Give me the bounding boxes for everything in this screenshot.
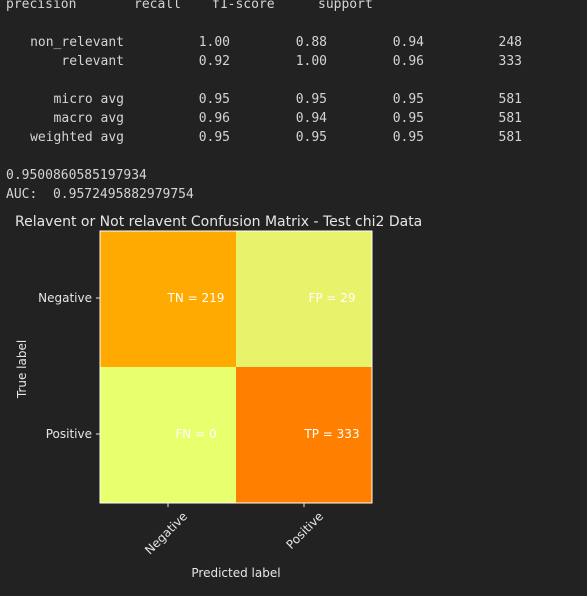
y-tick-label: Positive bbox=[46, 427, 92, 441]
row-support: 248 bbox=[498, 35, 522, 50]
avg-f1: 0.95 bbox=[392, 130, 424, 145]
matrix-cell bbox=[100, 231, 236, 367]
report-header-row: precision recall f1-score support bbox=[6, 0, 522, 14]
cell-value-label: TN = 219 bbox=[167, 291, 225, 305]
report-avg-row: weighted avg 0.95 0.95 0.95 581 bbox=[6, 128, 522, 147]
avg-recall: 0.95 bbox=[295, 92, 327, 107]
avg-support: 581 bbox=[498, 92, 522, 107]
classification-report: precision recall f1-score support non_relev… bbox=[6, 0, 522, 204]
x-tick-label: Negative bbox=[142, 509, 190, 557]
avg-support: 581 bbox=[498, 130, 522, 145]
row-recall: 0.88 bbox=[295, 35, 327, 50]
report-row: non_relevant 1.00 0.88 0.94 248 bbox=[6, 33, 522, 52]
matrix-cell bbox=[100, 367, 236, 503]
confusion-matrix-figure: Relavent or Not relavent Confusion Matri… bbox=[0, 207, 587, 591]
row-precision: 0.92 bbox=[198, 54, 230, 69]
avg-label: macro avg bbox=[53, 111, 124, 126]
confusion-matrix-chart: Relavent or Not relavent Confusion Matri… bbox=[15, 214, 422, 580]
avg-label: weighted avg bbox=[30, 130, 124, 145]
matrix-cells: TN = 219 FP = 29 FN = 0 TP = 333 bbox=[99, 230, 373, 504]
row-f1: 0.96 bbox=[392, 54, 424, 69]
header-support: support bbox=[318, 0, 373, 12]
row-label: non_relevant bbox=[30, 35, 124, 50]
header-f1-score: f1-score bbox=[212, 0, 275, 12]
avg-label: micro avg bbox=[53, 92, 124, 107]
avg-f1: 0.95 bbox=[392, 92, 424, 107]
matrix-cell bbox=[236, 231, 372, 367]
y-tick-label: Negative bbox=[38, 291, 92, 305]
auc-value: AUC: 0.9572495882979754 bbox=[6, 187, 194, 202]
avg-precision: 0.95 bbox=[198, 92, 230, 107]
cell-value-label: FN = 0 bbox=[175, 427, 216, 441]
avg-recall: 0.95 bbox=[295, 130, 327, 145]
avg-support: 581 bbox=[498, 111, 522, 126]
cell-value-label: FP = 29 bbox=[308, 291, 355, 305]
report-avg-row: micro avg 0.95 0.95 0.95 581 bbox=[6, 90, 522, 109]
row-support: 333 bbox=[498, 54, 522, 69]
row-recall: 1.00 bbox=[295, 54, 327, 69]
x-tick-label: Positive bbox=[284, 509, 327, 552]
row-f1: 0.94 bbox=[392, 35, 424, 50]
avg-recall: 0.94 bbox=[295, 111, 327, 126]
report-avg-row: macro avg 0.96 0.94 0.95 581 bbox=[6, 109, 522, 128]
row-label: relevant bbox=[61, 54, 124, 69]
accuracy-value: 0.9500860585197934 bbox=[6, 168, 147, 183]
row-precision: 1.00 bbox=[198, 35, 230, 50]
header-recall: recall bbox=[134, 0, 181, 12]
matrix-frame bbox=[99, 230, 373, 504]
avg-f1: 0.95 bbox=[392, 111, 424, 126]
chart-title: Relavent or Not relavent Confusion Matri… bbox=[15, 214, 422, 230]
avg-precision: 0.96 bbox=[198, 111, 230, 126]
avg-precision: 0.95 bbox=[198, 130, 230, 145]
header-precision: precision bbox=[6, 0, 77, 12]
report-row: relevant 0.92 1.00 0.96 333 bbox=[6, 52, 522, 71]
x-axis-label: Predicted label bbox=[191, 566, 280, 580]
cell-value-label: TP = 333 bbox=[303, 427, 359, 441]
y-axis-label: True label bbox=[15, 340, 29, 399]
matrix-cell bbox=[236, 367, 372, 503]
